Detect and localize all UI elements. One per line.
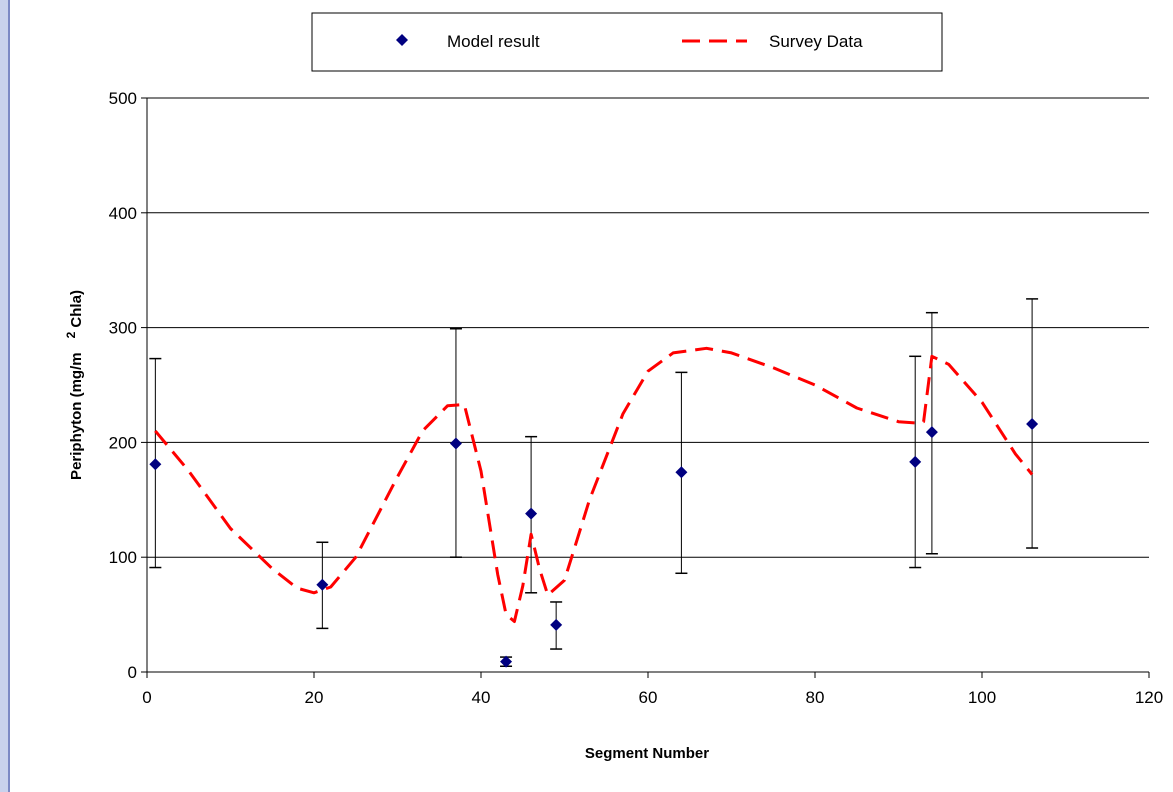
y-axis-title: Periphyton (mg/m2 Chla) bbox=[64, 290, 85, 480]
model-result-point-2 bbox=[450, 438, 462, 450]
model-result-markers bbox=[149, 418, 1038, 668]
chart-frame: Model result Survey Data 0 20 40 60 80 100 120… bbox=[8, 0, 1173, 792]
x-tick-label-100: 100 bbox=[968, 688, 996, 707]
axes bbox=[141, 98, 1149, 678]
y-tick-label-100: 100 bbox=[109, 548, 137, 567]
model-result-point-8 bbox=[926, 426, 938, 438]
y-tick-label-200: 200 bbox=[109, 433, 137, 452]
y-tick-label-500: 500 bbox=[109, 89, 137, 108]
model-result-point-9 bbox=[1026, 418, 1038, 430]
error-bars bbox=[149, 299, 1038, 666]
survey-data-series-line bbox=[155, 348, 1032, 621]
x-tick-label-80: 80 bbox=[806, 688, 825, 707]
chart: Model result Survey Data 0 20 40 60 80 100 120… bbox=[10, 0, 1173, 792]
y-tick-label-300: 300 bbox=[109, 319, 137, 338]
y-tick-label-0: 0 bbox=[128, 663, 137, 682]
gridlines bbox=[147, 98, 1149, 557]
y-tick-label-400: 400 bbox=[109, 204, 137, 223]
x-tick-label-60: 60 bbox=[639, 688, 658, 707]
x-tick-label-0: 0 bbox=[142, 688, 151, 707]
x-tick-label-40: 40 bbox=[472, 688, 491, 707]
model-result-point-6 bbox=[675, 466, 687, 478]
legend-label-model-result: Model result bbox=[447, 32, 540, 51]
x-tick-label-20: 20 bbox=[305, 688, 324, 707]
y-axis-title-part2: Chla) bbox=[68, 290, 85, 332]
x-tick-label-120: 120 bbox=[1135, 688, 1163, 707]
legend: Model result Survey Data bbox=[312, 13, 942, 71]
model-result-point-5 bbox=[550, 619, 562, 631]
x-tick-labels: 0 20 40 60 80 100 120 bbox=[142, 688, 1163, 707]
x-axis-title: Segment Number bbox=[585, 745, 709, 762]
y-tick-labels: 0 100 200 300 400 500 bbox=[109, 89, 137, 682]
survey-data-line bbox=[155, 348, 1032, 621]
model-result-point-7 bbox=[909, 456, 921, 468]
model-result-point-0 bbox=[149, 458, 161, 470]
y-axis-title-part1: Periphyton (mg/m bbox=[68, 352, 85, 480]
legend-label-survey-data: Survey Data bbox=[769, 32, 863, 51]
model-result-point-4 bbox=[525, 508, 537, 520]
